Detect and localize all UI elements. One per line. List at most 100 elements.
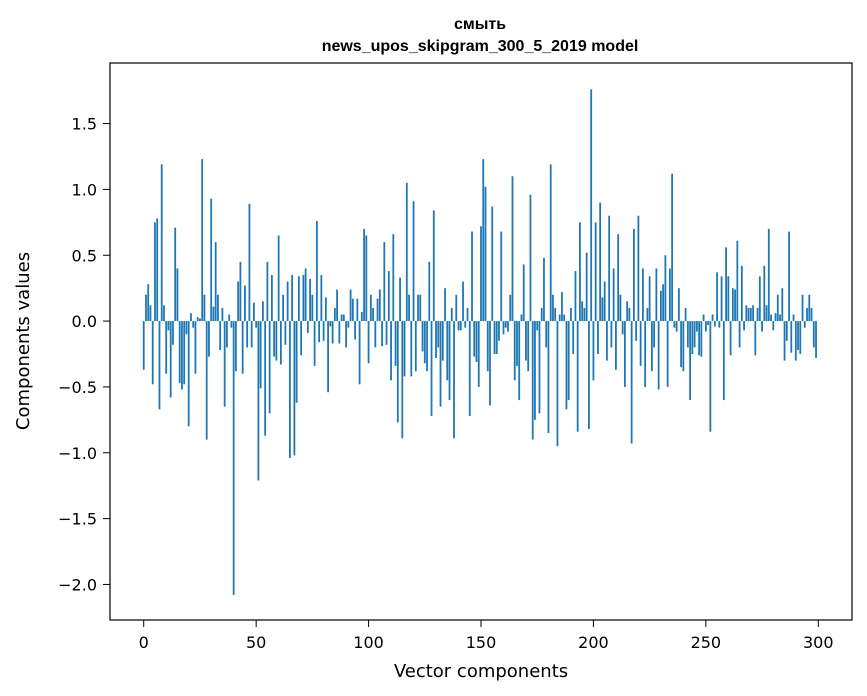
- bar: [633, 228, 635, 322]
- bar: [381, 321, 383, 347]
- chart-subtitle: news_upos_skipgram_300_5_2019 model: [322, 38, 639, 55]
- bar: [662, 284, 665, 322]
- bar: [455, 294, 458, 322]
- bar: [212, 306, 215, 322]
- bar: [617, 234, 620, 322]
- bar: [504, 321, 507, 328]
- bar: [788, 231, 790, 322]
- bar: [208, 321, 210, 357]
- bar: [356, 298, 359, 322]
- bar: [592, 321, 595, 381]
- bar: [423, 321, 426, 364]
- bar: [776, 294, 779, 322]
- bar: [410, 321, 413, 377]
- bar: [671, 173, 674, 322]
- bar: [495, 321, 498, 355]
- bar: [304, 268, 307, 322]
- bar: [412, 201, 415, 322]
- bar: [342, 314, 345, 322]
- bar: [275, 321, 278, 361]
- bar: [219, 321, 222, 351]
- bar: [331, 321, 334, 344]
- bar: [552, 294, 554, 322]
- bar: [657, 321, 660, 390]
- bar: [464, 321, 467, 328]
- bar: [545, 321, 548, 348]
- bar: [223, 321, 226, 407]
- x-axis-label: Vector components: [394, 661, 568, 682]
- bar: [374, 321, 377, 348]
- x-tick-label: 250: [691, 633, 722, 652]
- bar: [621, 321, 624, 335]
- bar: [142, 321, 145, 370]
- bar: [767, 228, 770, 322]
- bar: [513, 321, 516, 381]
- bar: [783, 321, 786, 361]
- bar: [378, 289, 381, 322]
- bar: [439, 321, 442, 407]
- bar: [293, 321, 296, 456]
- bar: [250, 321, 253, 348]
- bar: [347, 321, 350, 328]
- bar: [199, 318, 201, 322]
- bar: [345, 321, 347, 348]
- bar: [194, 321, 197, 374]
- bar: [167, 321, 170, 331]
- bar: [581, 301, 584, 322]
- bar: [646, 307, 649, 322]
- bar: [743, 321, 745, 331]
- y-tick-label: 1.5: [72, 115, 97, 134]
- bar: [435, 321, 437, 358]
- bar: [401, 321, 404, 439]
- bar: [392, 234, 395, 322]
- bar: [360, 311, 363, 322]
- bar: [322, 321, 325, 341]
- bar: [803, 321, 806, 328]
- bar: [502, 321, 505, 335]
- bar: [181, 321, 183, 390]
- bar: [228, 314, 231, 322]
- bar: [217, 294, 219, 322]
- chart-title: смыть: [454, 16, 506, 33]
- bar: [309, 278, 312, 322]
- bar: [351, 298, 354, 322]
- bar: [441, 321, 444, 361]
- bar: [376, 298, 379, 322]
- bar: [774, 313, 777, 322]
- bar: [765, 305, 768, 322]
- bar: [457, 321, 460, 331]
- bar: [727, 276, 730, 322]
- bar: [187, 321, 190, 427]
- bar: [365, 235, 368, 322]
- bar: [340, 314, 343, 322]
- bar: [718, 321, 721, 328]
- bar: [547, 321, 550, 434]
- bar: [277, 235, 280, 322]
- bar: [644, 321, 647, 387]
- bar: [639, 321, 642, 366]
- bar: [333, 307, 336, 322]
- bar: [556, 321, 559, 447]
- bar: [448, 321, 451, 401]
- bar: [446, 321, 449, 381]
- bar: [797, 321, 799, 351]
- bar: [619, 294, 622, 322]
- bar: [722, 321, 725, 401]
- x-tick-label: 150: [466, 633, 497, 652]
- bar: [297, 276, 300, 322]
- bar: [810, 307, 813, 322]
- bar: [466, 307, 469, 322]
- bar: [749, 307, 752, 322]
- bar: [770, 314, 772, 322]
- bar: [635, 321, 638, 341]
- bar: [738, 321, 741, 348]
- bar: [729, 321, 732, 356]
- y-tick-label: −0.5: [58, 378, 97, 397]
- bar: [567, 321, 570, 401]
- plot-frame: [109, 62, 853, 621]
- bar: [772, 321, 775, 331]
- bar: [615, 321, 617, 370]
- bar: [253, 302, 255, 322]
- bar: [176, 268, 179, 322]
- bar: [291, 275, 294, 322]
